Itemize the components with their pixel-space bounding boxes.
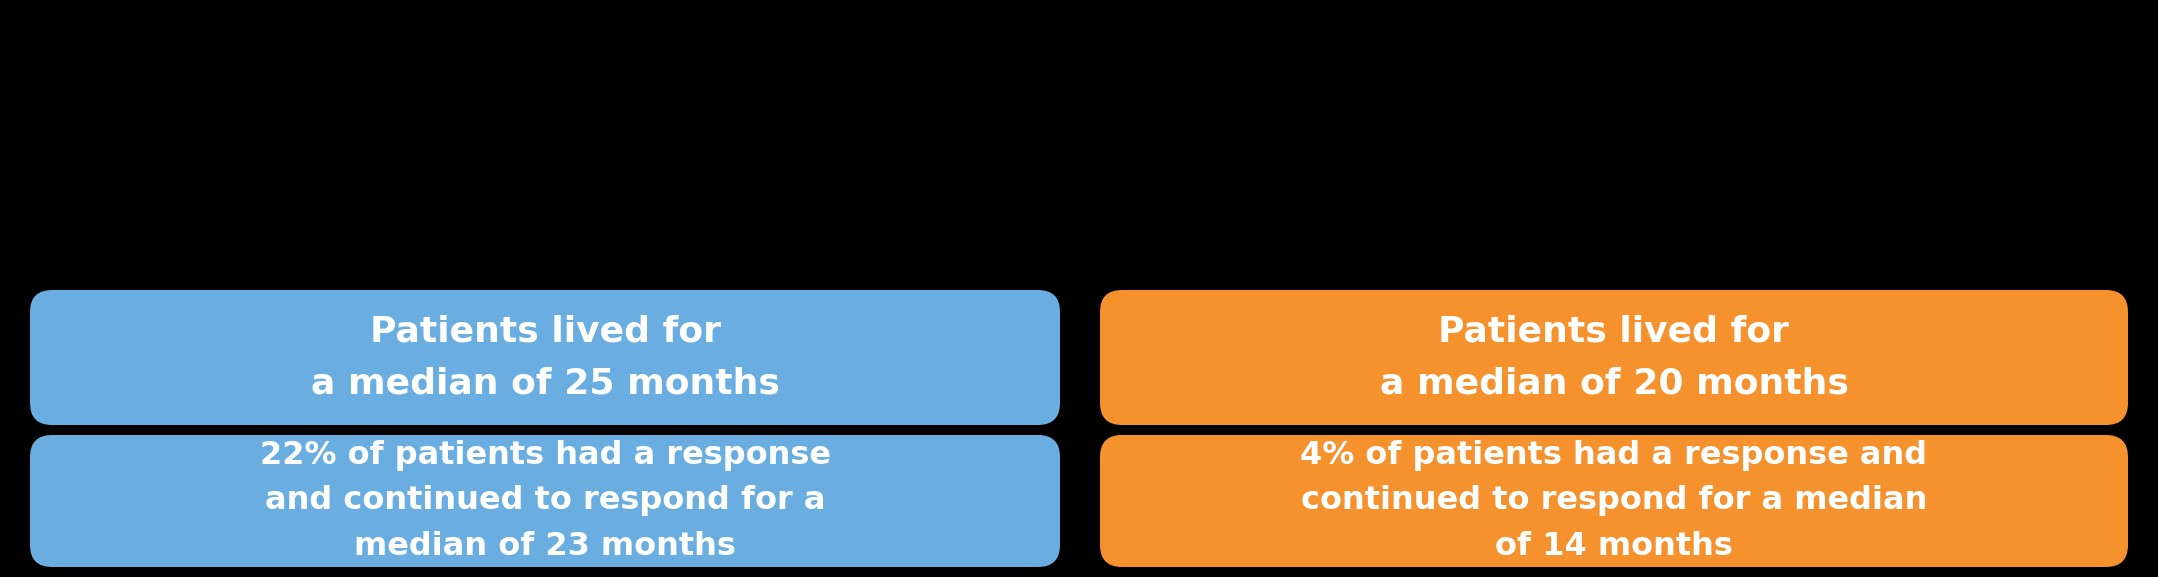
FancyBboxPatch shape — [1101, 290, 2128, 425]
Text: 22% of patients had a response
and continued to respond for a
median of 23 month: 22% of patients had a response and conti… — [259, 440, 831, 562]
FancyBboxPatch shape — [30, 435, 1060, 567]
Text: 4% of patients had a response and
continued to respond for a median
of 14 months: 4% of patients had a response and contin… — [1301, 440, 1927, 562]
Text: Patients lived for
a median of 25 months: Patients lived for a median of 25 months — [311, 314, 779, 401]
Text: Patients lived for
a median of 20 months: Patients lived for a median of 20 months — [1379, 314, 1849, 401]
FancyBboxPatch shape — [1101, 435, 2128, 567]
FancyBboxPatch shape — [30, 290, 1060, 425]
